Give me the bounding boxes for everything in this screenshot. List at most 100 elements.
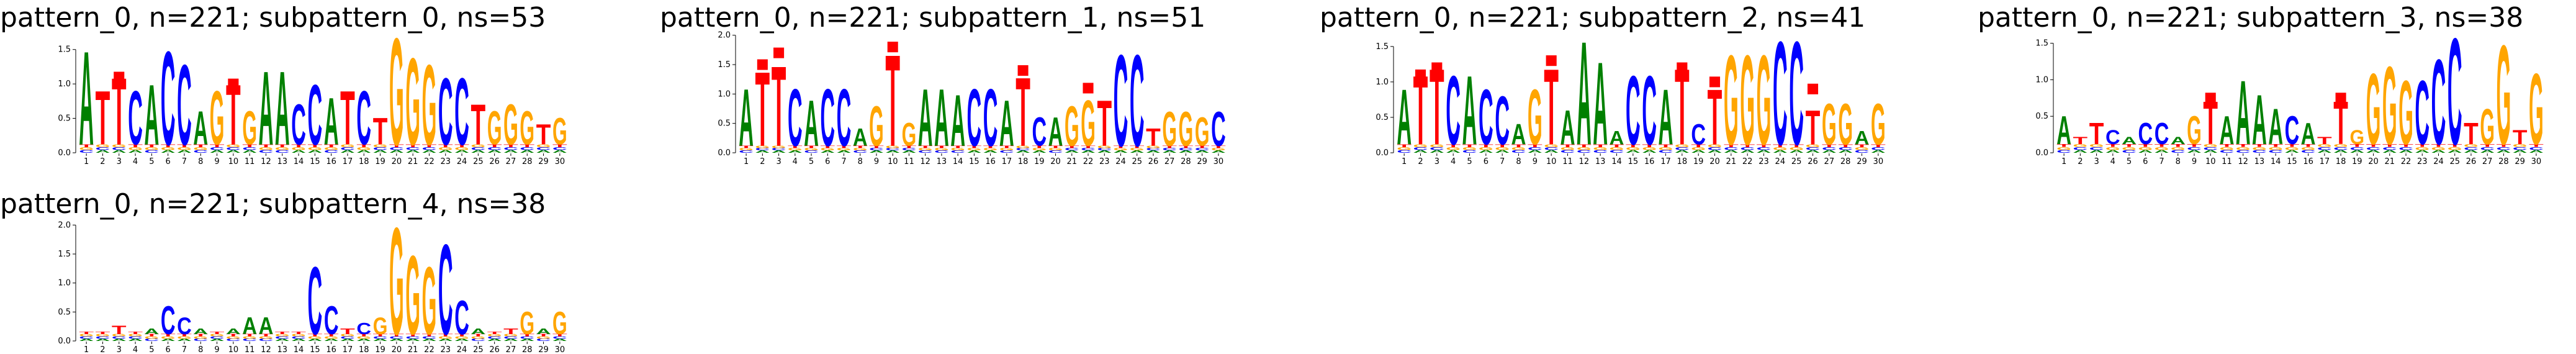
logo-letter: A (1708, 150, 1723, 154)
logo-letter: T (1708, 73, 1723, 161)
x-tick-label: 25 (2449, 157, 2460, 166)
logo-letter: G (79, 334, 94, 337)
logo-letter: G (471, 336, 486, 340)
marker (1546, 55, 1557, 66)
logo-letter: T (2333, 89, 2348, 158)
logo-letter: T (2122, 143, 2137, 148)
logo-letter: A (2382, 149, 2397, 153)
logo-letter: A (145, 68, 160, 163)
logo-letter: A (1659, 73, 1673, 161)
marker (2335, 93, 2346, 104)
x-tick-label: 4 (793, 157, 798, 166)
logo-letter: T (520, 144, 534, 148)
logo-letter: G (2056, 147, 2071, 151)
logo-letter: A (1577, 11, 1592, 176)
logo-letter: C (1211, 101, 1226, 156)
x-tick-label: 12 (261, 157, 271, 166)
x-tick-label: 3 (2094, 157, 2099, 166)
logo-letter: G (1659, 147, 1673, 151)
logo-letter: C (918, 150, 933, 153)
logo-letter: G (1081, 86, 1096, 160)
logo-letter: T (520, 334, 534, 337)
logo-letter: A (902, 150, 917, 153)
x-tick-label: 2 (100, 157, 105, 166)
logo-letter: G (934, 148, 949, 152)
logo-letter: A (950, 80, 965, 162)
logo-letter: C (536, 338, 551, 342)
x-tick-label: 20 (1050, 157, 1061, 166)
logo-letter: A (2073, 149, 2088, 153)
logo-letter: G (356, 336, 371, 340)
logo-letter: A (1479, 150, 1493, 154)
x-tick-label: 11 (2222, 157, 2232, 166)
x-tick-label: 13 (1595, 157, 1606, 166)
logo-letter: G (1162, 101, 1177, 156)
logo-letter: C (885, 148, 900, 152)
logo-letter: C (1757, 147, 1772, 151)
logo-letter: G (804, 148, 819, 152)
logo-letter: G (2448, 147, 2462, 151)
logo-letter: G (454, 336, 469, 340)
logo-letter: C (291, 93, 306, 157)
logo-letter: A (2155, 149, 2169, 153)
logo-letter: G (2171, 147, 2186, 151)
x-tick-label: 15 (2287, 157, 2297, 166)
logo-letter: C (2464, 147, 2479, 151)
logo-letter: C (2171, 149, 2186, 153)
x-tick-label: 18 (1018, 157, 1029, 166)
logo-letter: G (2073, 143, 2088, 148)
x-tick-label: 16 (1644, 157, 1655, 166)
y-tick-label: 2.0 (718, 31, 731, 40)
logo-letter: G (389, 7, 404, 178)
x-tick-label: 9 (874, 157, 879, 166)
x-tick-label: 11 (245, 345, 255, 354)
logo-letter: T (1048, 145, 1063, 149)
x-tick-label: 10 (2205, 157, 2216, 166)
logo-letter: A (1081, 150, 1096, 153)
logo-letter: T (1691, 143, 1706, 148)
logo-letter: A (772, 150, 786, 153)
logo-letter: C (259, 338, 274, 342)
logo-letter: A (389, 338, 404, 342)
logo-letter: T (536, 334, 551, 337)
logo-letter: A (1114, 150, 1128, 153)
x-tick-label: 20 (392, 345, 402, 354)
logo-letter: C (1822, 147, 1837, 151)
logo-letter: C (438, 218, 453, 354)
logo-letter: T (308, 144, 323, 148)
logo-letter: C (1065, 148, 1079, 152)
logo-letter: A (1773, 150, 1788, 154)
logo-letter: C (869, 148, 884, 152)
x-tick-label: 8 (1516, 157, 1521, 166)
logo-letter: T (2187, 143, 2202, 148)
x-tick-label: 6 (166, 345, 171, 354)
logo-letter: A (1130, 150, 1145, 153)
logo-letter: G (1146, 145, 1161, 149)
logo-letter: G (520, 306, 534, 342)
logo-letter: T (1065, 145, 1079, 149)
x-tick-label: 24 (1775, 157, 1786, 166)
logo-letter: G (788, 148, 803, 152)
logo-letter: G (2415, 147, 2430, 151)
x-tick-label: 27 (1824, 157, 1835, 166)
x-tick-label: 5 (1467, 157, 1472, 166)
logo-letter: A (1724, 150, 1739, 154)
x-tick-label: 9 (214, 157, 219, 166)
logo-letter: C (1708, 147, 1723, 151)
logo-letter: T (552, 334, 567, 337)
logo-letter: C (422, 336, 437, 340)
logo-letter: A (145, 327, 160, 336)
logo-letter: C (2220, 149, 2235, 153)
logo-letter: G (291, 147, 306, 151)
logo-letter: C (2480, 147, 2495, 151)
logo-letter: T (79, 331, 94, 335)
logo-letter: G (226, 336, 241, 340)
x-tick-label: 12 (2238, 157, 2248, 166)
logo-letter: C (471, 147, 486, 151)
logo-letter: A (275, 49, 290, 167)
logo-letter: A (2056, 108, 2071, 153)
logo-letter: T (1430, 46, 1444, 168)
x-tick-label: 2 (1418, 157, 1423, 166)
logo-letter: G (2333, 143, 2348, 148)
logo-letter: A (1446, 150, 1461, 154)
